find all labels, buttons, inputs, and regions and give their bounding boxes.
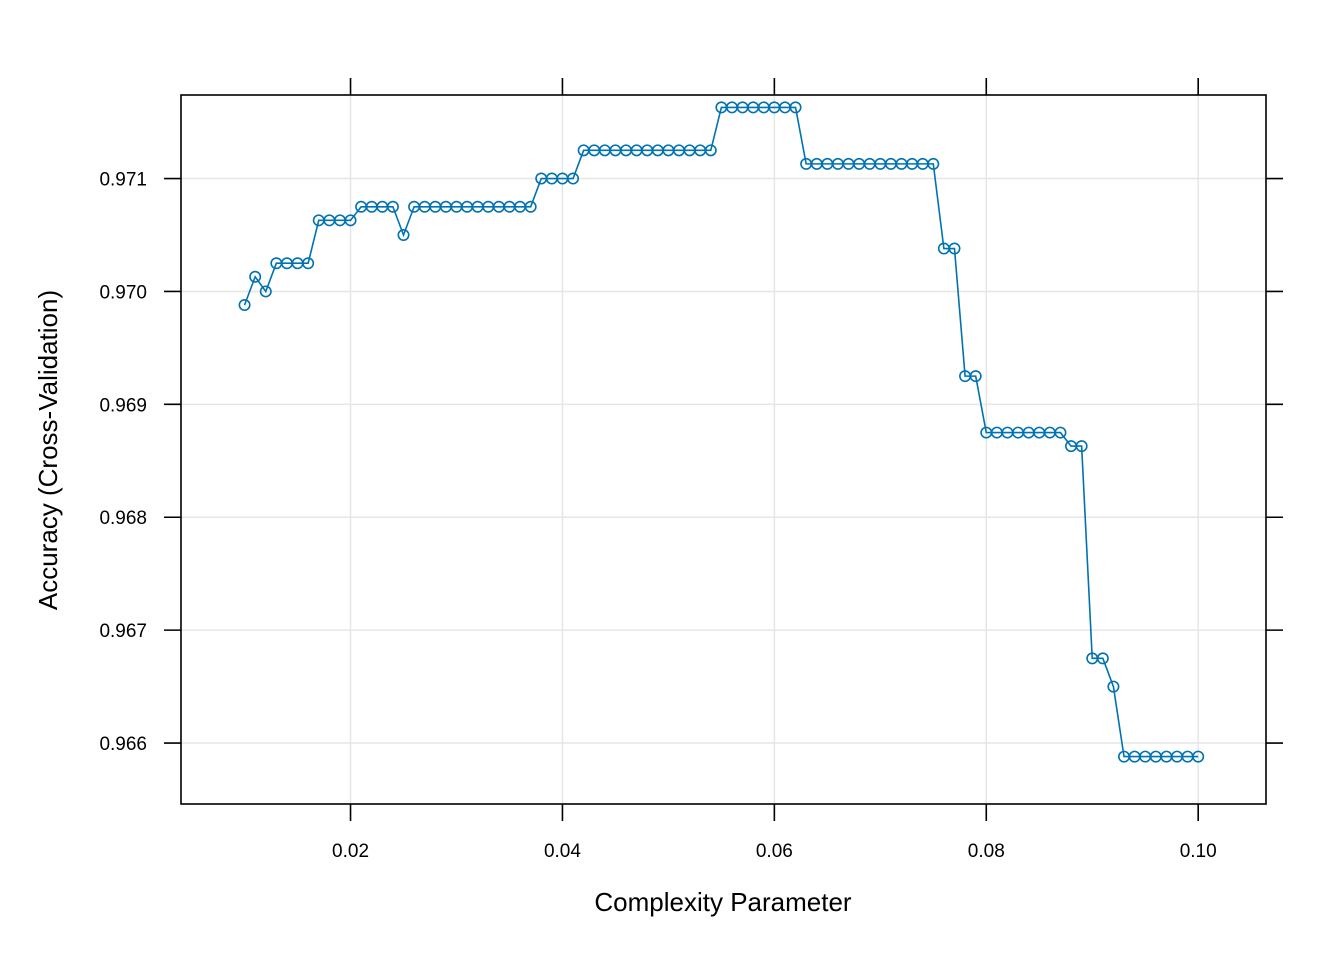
y-tick-label: 0.971 [99,170,147,191]
data-point [567,172,580,185]
x-tick-label: 0.06 [756,841,793,862]
data-point [1192,750,1205,763]
y-axis-title: Accuracy (Cross-Validation) [33,290,63,610]
tick-labels: 0.02 0.04 0.06 0.08 0.10 0.966 0.967 0.968 0.969… [99,170,1216,862]
grid-lines [181,95,1266,804]
y-tick-label: 0.967 [99,621,147,642]
data-point [948,242,961,255]
data-point [1054,426,1067,439]
y-tick-label: 0.969 [99,395,147,416]
data-point [1075,440,1088,453]
data-point [1096,652,1109,665]
data-point [397,228,410,241]
x-tick-label: 0.08 [968,841,1005,862]
data-point [302,257,315,270]
data-point [1107,680,1120,693]
x-tick-label: 0.10 [1180,841,1217,862]
data-point [524,200,537,213]
series-line [243,106,1199,758]
accuracy-series [238,101,1205,763]
plot-frame [180,94,1267,805]
data-point [249,270,262,283]
y-tick-label: 0.968 [99,508,147,529]
data-point [927,157,940,170]
axis-ticks [164,78,1283,821]
data-point [969,370,982,383]
data-point [789,101,802,114]
data-point [259,285,272,298]
data-point [344,214,357,227]
y-tick-label: 0.970 [99,282,147,303]
y-tick-label: 0.966 [99,734,147,755]
data-point [386,200,399,213]
data-point [704,144,717,157]
x-tick-label: 0.02 [332,841,369,862]
x-axis-title: Complexity Parameter [594,887,852,917]
data-point [238,298,251,311]
x-tick-label: 0.04 [544,841,581,862]
